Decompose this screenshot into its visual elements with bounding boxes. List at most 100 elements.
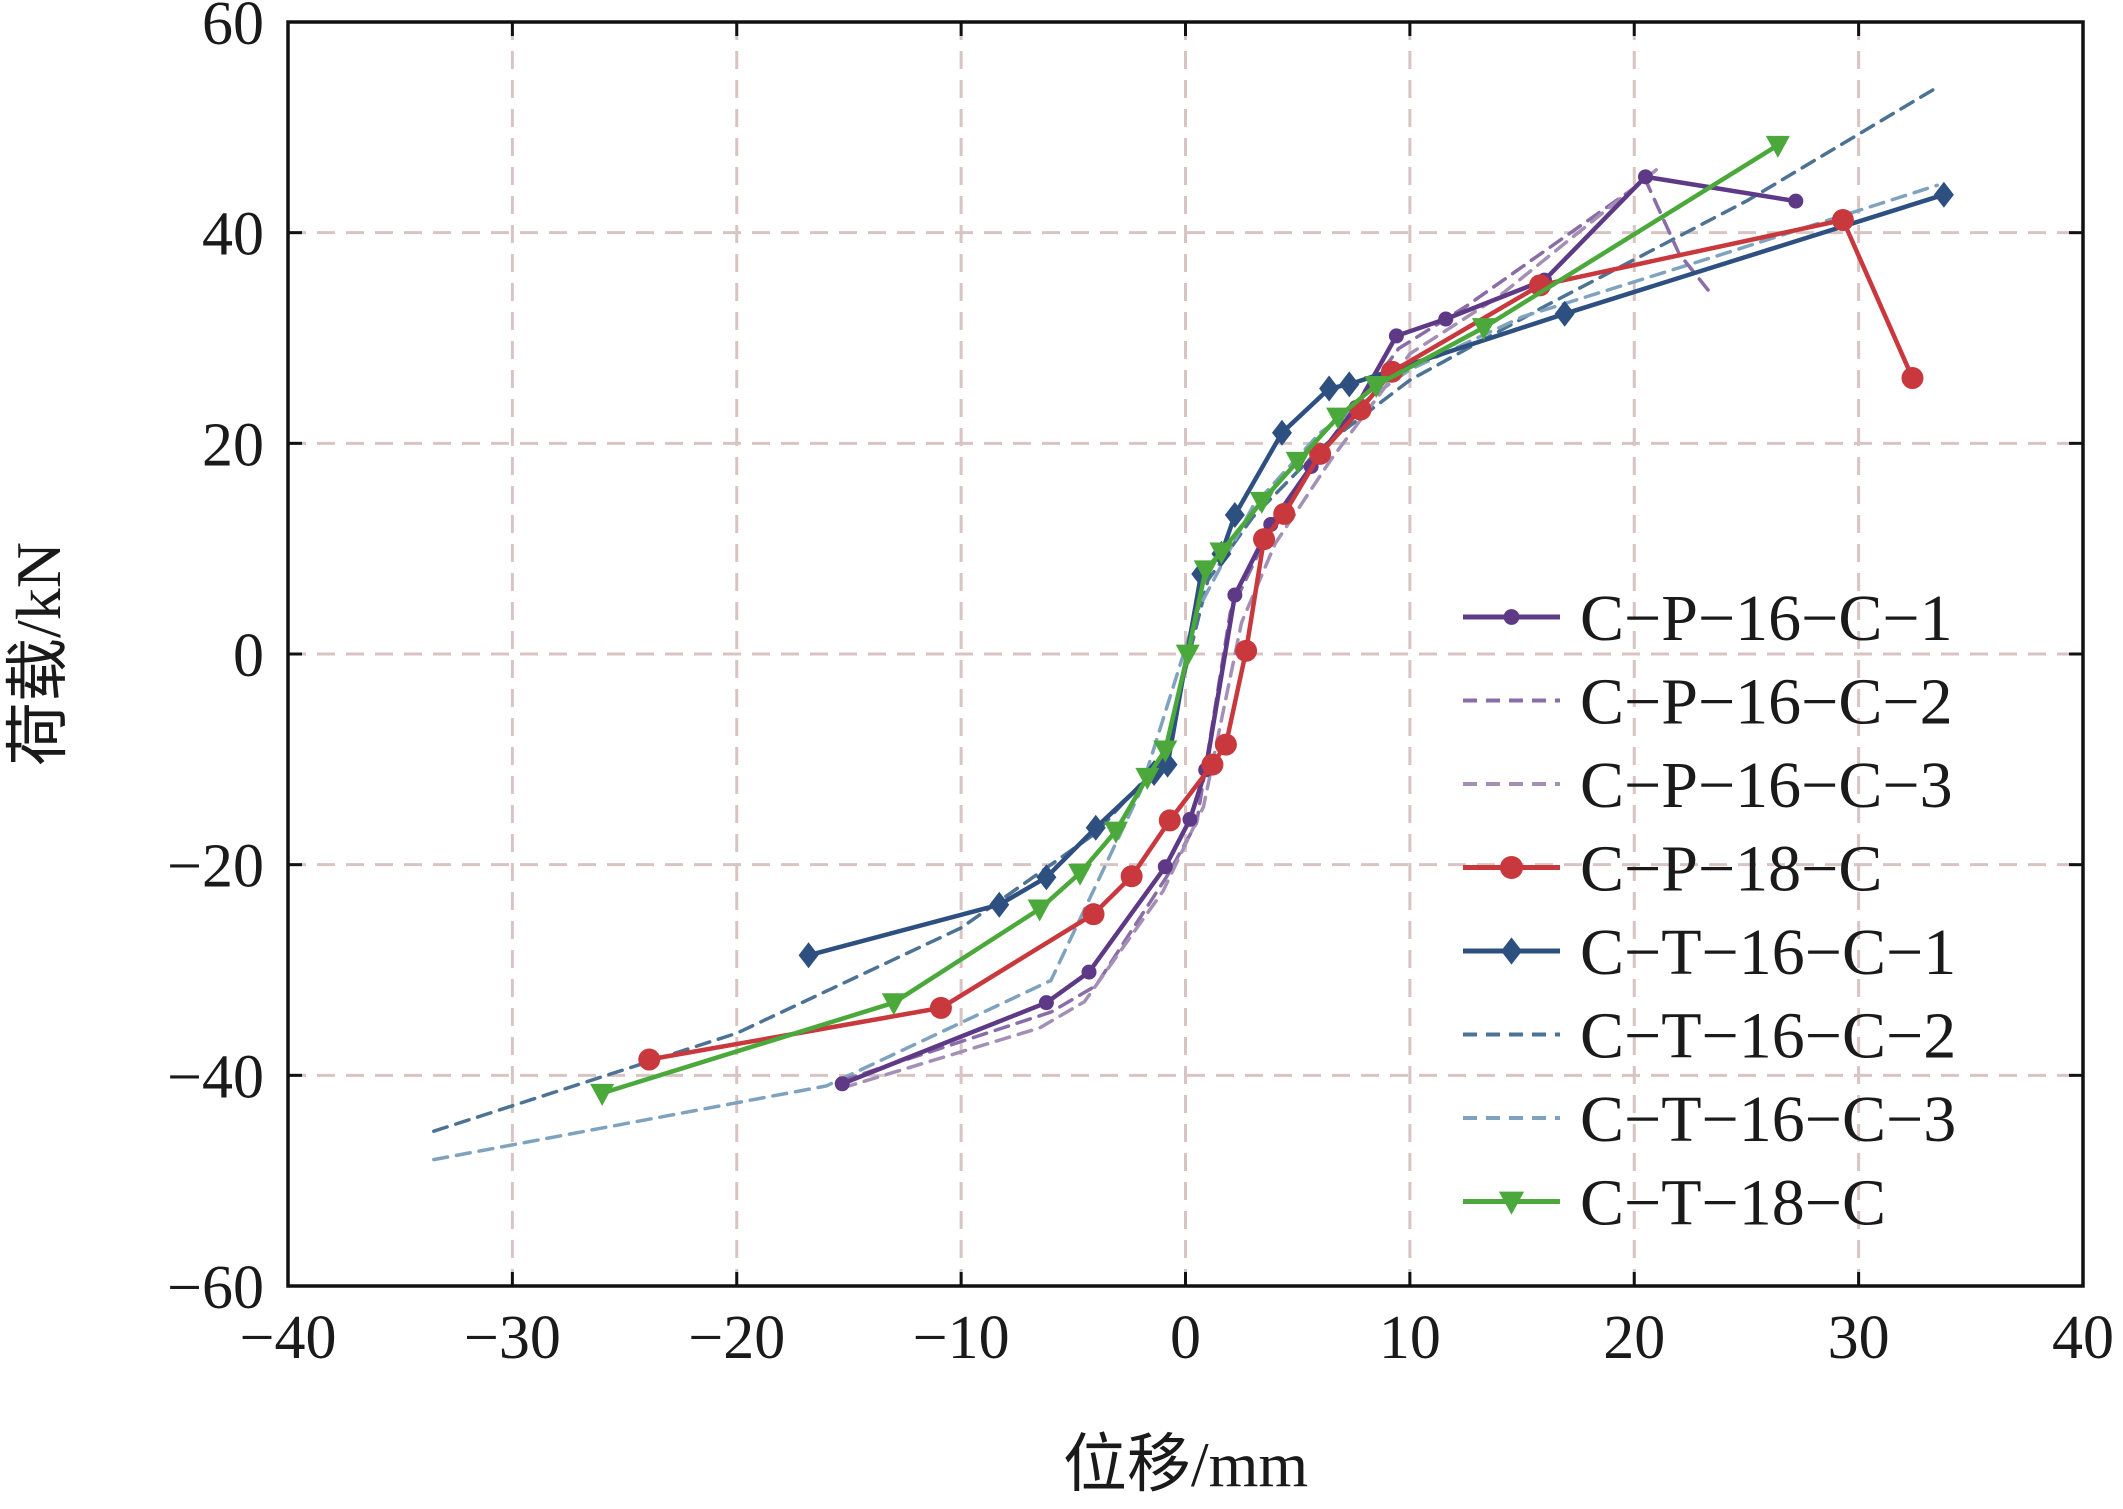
- y-tick-label: −20: [167, 833, 264, 901]
- legend-item: C−P−16−C−1: [1463, 582, 1953, 655]
- data-point: [1471, 318, 1496, 341]
- data-point: [1901, 367, 1924, 390]
- x-tick-label: 40: [2052, 1304, 2114, 1372]
- grid: [288, 22, 2083, 1286]
- axis-ticks: [286, 20, 2085, 1288]
- y-tick-label: 60: [202, 0, 264, 58]
- series-line: [646, 217, 1915, 1062]
- legend-item: C−P−16−C−2: [1463, 666, 1953, 739]
- data-point: [1157, 859, 1173, 875]
- legend-item: C−P−16−C−3: [1463, 749, 1953, 822]
- x-tick-label: −40: [240, 1304, 337, 1372]
- legend-item: C−T−16−C−3: [1463, 1083, 1956, 1156]
- legend-item: C−T−16−C−1: [1463, 916, 1956, 989]
- legend-item: C−T−18−C: [1463, 1167, 1886, 1240]
- data-point: [1364, 376, 1389, 399]
- data-point: [1637, 169, 1653, 185]
- data-point: [1285, 451, 1310, 474]
- data-point: [1182, 811, 1198, 827]
- data-point: [1027, 899, 1052, 922]
- data-point: [1193, 560, 1218, 583]
- data-point: [1438, 311, 1454, 327]
- legend-marker: [1498, 1191, 1525, 1215]
- x-axis-title: 位移/mm: [1063, 1429, 1308, 1500]
- legend-label: C−P−16−C−3: [1580, 749, 1953, 822]
- data-point: [1068, 863, 1093, 886]
- data-point: [1554, 300, 1575, 327]
- data-point: [590, 1083, 615, 1106]
- legend-marker: [1503, 609, 1520, 625]
- data-point: [1339, 371, 1360, 398]
- data-point: [1153, 740, 1178, 763]
- data-point: [1249, 491, 1274, 514]
- y-tick-label: 20: [202, 411, 264, 479]
- legend-item: C−P−18−C: [1463, 833, 1882, 906]
- data-point: [834, 1076, 850, 1092]
- data-point: [1036, 864, 1057, 891]
- data-point: [1309, 442, 1332, 465]
- data-point: [1120, 865, 1143, 888]
- series-7: [432, 183, 1939, 1162]
- y-tick-label: −40: [167, 1043, 264, 1111]
- data-point: [1209, 542, 1234, 565]
- legend-label: C−P−16−C−1: [1580, 582, 1953, 655]
- legend: C−P−16−C−1 C−P−16−C−2 C−P−16−C−3 C−P−18−C C−…: [1463, 582, 1956, 1240]
- series-8: [590, 135, 1790, 1106]
- x-tick-label: 30: [1828, 1304, 1890, 1372]
- data-point: [881, 993, 906, 1016]
- data-point: [1175, 644, 1200, 667]
- data-point: [1158, 809, 1181, 832]
- data-point: [1103, 821, 1128, 844]
- series-line: [432, 85, 1939, 1133]
- legend-label: C−T−16−C−1: [1580, 916, 1956, 989]
- series-6: [432, 85, 1939, 1133]
- data-point: [1224, 501, 1245, 528]
- y-tick-label: 40: [202, 201, 264, 269]
- series-3: [840, 167, 1659, 1090]
- y-axis-title: 荷载/kN: [3, 542, 74, 766]
- data-point: [1319, 375, 1340, 402]
- data-point: [989, 891, 1010, 918]
- legend-label: C−T−16−C−2: [1580, 1000, 1956, 1073]
- x-tick-label: −10: [913, 1304, 1010, 1372]
- series-line: [432, 183, 1939, 1162]
- legend-label: C−P−18−C: [1580, 833, 1882, 906]
- data-point: [1326, 407, 1351, 430]
- legend-item: C−T−16−C−2: [1463, 1000, 1956, 1073]
- data-point: [1038, 995, 1054, 1011]
- legend-marker: [1499, 855, 1524, 880]
- data-point: [1765, 135, 1790, 158]
- x-tick-label: 0: [1170, 1304, 1201, 1372]
- legend-label: C−T−18−C: [1580, 1167, 1886, 1240]
- legend-label: C−P−16−C−2: [1580, 666, 1953, 739]
- data-point: [1135, 767, 1160, 790]
- x-tick-labels: −40 −30 −20 −10 0 10 20 30 40: [240, 1304, 2114, 1372]
- data-point: [1273, 502, 1296, 525]
- data-point: [1227, 587, 1243, 603]
- series-line: [840, 167, 1659, 1090]
- data-point: [798, 942, 819, 969]
- x-tick-label: 10: [1379, 1304, 1441, 1372]
- data-point: [638, 1048, 661, 1071]
- data-point: [1235, 639, 1258, 662]
- data-point: [1933, 181, 1954, 208]
- data-point: [1271, 419, 1292, 446]
- data-point: [1201, 753, 1224, 776]
- data-point: [929, 996, 952, 1019]
- data-point: [1388, 328, 1404, 344]
- legend-label: C−T−16−C−3: [1580, 1083, 1956, 1156]
- data-point: [1085, 814, 1106, 841]
- y-tick-labels: −60 −40 −20 0 20 40 60: [167, 0, 264, 1322]
- y-tick-label: −60: [167, 1254, 264, 1322]
- data-point: [1788, 193, 1804, 209]
- data-point: [1831, 209, 1854, 232]
- x-tick-label: 20: [1603, 1304, 1665, 1372]
- x-tick-label: −20: [688, 1304, 785, 1372]
- x-tick-label: −30: [464, 1304, 561, 1372]
- data-point: [1253, 528, 1276, 551]
- data-point: [1082, 903, 1105, 926]
- data-point: [1214, 733, 1237, 756]
- series-layer: [432, 85, 1954, 1162]
- legend-marker: [1501, 937, 1522, 965]
